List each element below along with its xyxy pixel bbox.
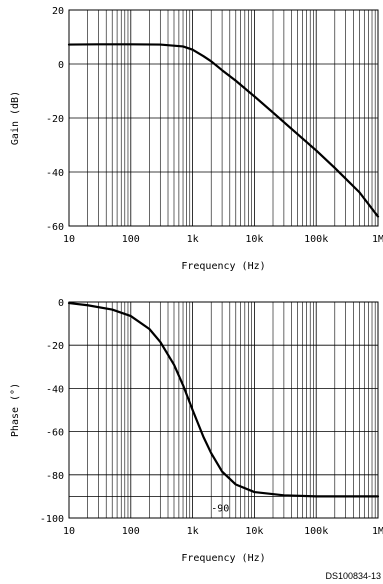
phase-y-tick-label: -80 — [46, 471, 64, 482]
phase-curve — [67, 301, 380, 498]
phase-chart: 10 100 1k 10k 100k 1M 0 -20 -40 -60 -80 -100 Frequen… — [10, 298, 383, 564]
phase-y-tick-label: 0 — [58, 298, 64, 309]
phase-y-axis-label: Phase (°) — [10, 383, 21, 437]
phase-x-tick-label: 100 — [122, 526, 140, 537]
phase-x-tick-label: 100k — [304, 526, 328, 537]
figure-reference: DS100834-13 — [325, 571, 381, 581]
gain-x-tick-label: 10k — [245, 234, 263, 245]
gain-curve — [67, 43, 380, 218]
gain-x-tick-label: 10 — [63, 234, 75, 245]
gain-x-tick-label: 1k — [187, 234, 199, 245]
gain-y-tick-label: 0 — [58, 60, 64, 71]
gain-x-tick-label: 100 — [122, 234, 140, 245]
phase-x-tick-label: 10k — [245, 526, 263, 537]
gain-x-tick-label: 1M — [372, 234, 383, 245]
phase-annotation: -90 — [211, 503, 229, 514]
phase-x-axis-label: Frequency (Hz) — [181, 553, 265, 564]
phase-y-tick-label: -20 — [46, 341, 64, 352]
phase-x-tick-label: 10 — [63, 526, 75, 537]
phase-y-tick-label: -100 — [40, 514, 64, 525]
gain-y-tick-label: -20 — [46, 114, 64, 125]
phase-y-tick-label: -40 — [46, 384, 64, 395]
gain-chart: 10 100 1k 10k 100k 1M 20 0 -20 -40 -60 Frequency (H… — [10, 6, 383, 272]
gain-x-tick-label: 100k — [304, 234, 328, 245]
gain-plot-frame — [68, 9, 379, 227]
gain-x-axis-label: Frequency (Hz) — [181, 261, 265, 272]
gain-y-tick-label: -60 — [46, 222, 64, 233]
gain-y-tick-label: 20 — [52, 6, 64, 17]
phase-y-tick-label: -60 — [46, 428, 64, 439]
gain-y-axis-label: Gain (dB) — [10, 91, 21, 145]
phase-x-tick-label: 1M — [372, 526, 383, 537]
phase-plot-frame — [68, 301, 379, 519]
phase-x-tick-label: 1k — [187, 526, 199, 537]
gain-y-tick-label: -40 — [46, 168, 64, 179]
